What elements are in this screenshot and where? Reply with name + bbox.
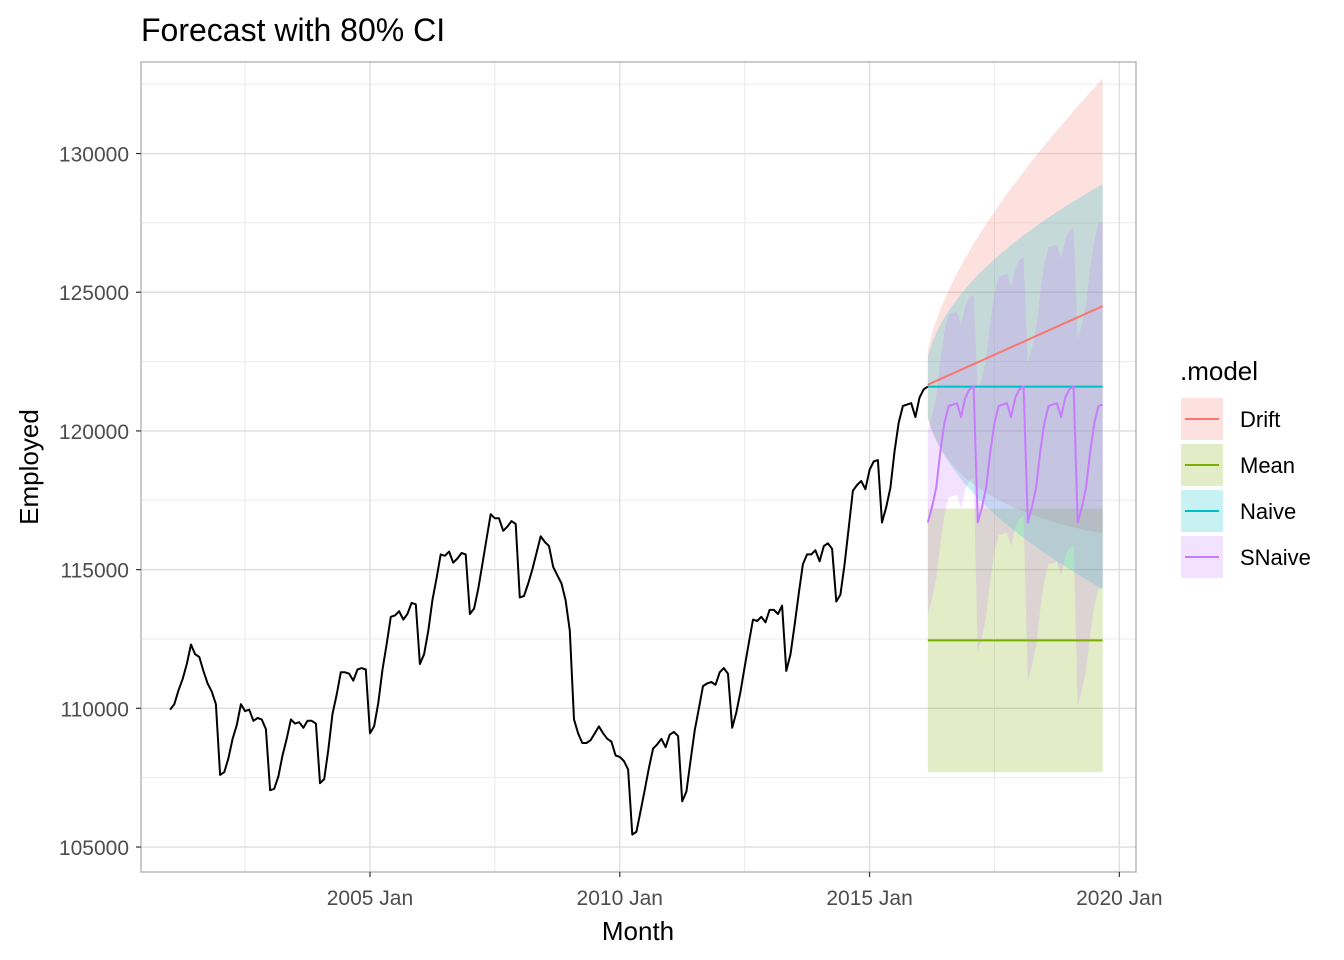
forecast-layer (926, 78, 1104, 773)
history-layer (169, 385, 929, 836)
x-axis-ticks: 2005 Jan 2010 Jan 2015 Jan 2020 Jan (327, 872, 1163, 910)
x-tick-label: 2005 Jan (327, 887, 413, 910)
grid-major (141, 62, 1136, 872)
y-tick-label: 120000 (59, 421, 129, 444)
y-tick-label: 125000 (59, 282, 129, 305)
y-tick-label: 130000 (59, 144, 129, 167)
legend-key-naive: Naive (1181, 490, 1296, 532)
legend-label: Mean (1240, 453, 1295, 478)
x-axis-label: Month (602, 916, 674, 946)
y-tick-label: 105000 (59, 837, 129, 860)
legend-title: .model (1180, 356, 1258, 386)
grid-minor (141, 62, 1136, 872)
legend-label: SNaive (1240, 545, 1311, 570)
snaive-forecast-line (926, 385, 1104, 524)
legend-items: Drift Mean Naive SNaive (1181, 398, 1311, 578)
y-axis-ticks: 105000 110000 115000 120000 125000 130000 (59, 144, 141, 860)
legend-label: Naive (1240, 499, 1296, 524)
legend: .model Drift Mean Naive SNaive (1180, 356, 1311, 578)
drift-forecast-line (927, 305, 1104, 386)
drift-interval (927, 78, 1103, 534)
snaive-interval (927, 221, 1103, 706)
y-axis-label: Employed (14, 409, 44, 525)
x-tick-label: 2015 Jan (826, 887, 912, 910)
chart-title: Forecast with 80% CI (141, 12, 445, 48)
history-line (169, 385, 929, 836)
legend-key-drift: Drift (1181, 398, 1280, 440)
legend-key-snaive: SNaive (1181, 536, 1311, 578)
panel-border (140, 61, 1137, 873)
x-tick-label: 2010 Jan (577, 887, 663, 910)
y-tick-label: 110000 (60, 698, 129, 721)
y-tick-label: 115000 (60, 560, 129, 583)
legend-key-mean: Mean (1181, 444, 1295, 486)
x-tick-label: 2020 Jan (1076, 887, 1162, 910)
legend-label: Drift (1240, 407, 1280, 432)
